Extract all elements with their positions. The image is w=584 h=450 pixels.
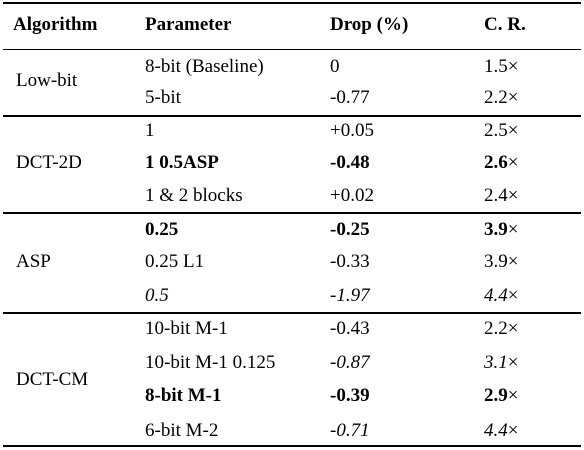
parameter-cell: 8-bit M-1: [145, 385, 222, 406]
parameter-cell: 1 0.5ASP: [145, 152, 219, 173]
parameter-cell: 5-bit: [145, 87, 181, 108]
times-symbol: ×: [507, 352, 519, 373]
cr-value: 3.9: [484, 219, 508, 240]
times-symbol: ×: [507, 385, 519, 406]
cr-cell: 4.4×: [484, 420, 518, 442]
times-symbol: ×: [507, 120, 519, 141]
group-rule-3: [3, 312, 581, 314]
drop-cell: -1.97: [330, 285, 370, 306]
cr-cell: 2.5×: [484, 120, 518, 142]
drop-cell: -0.43: [330, 318, 370, 339]
drop-cell: -0.71: [330, 420, 370, 441]
header-cr: C. R.: [484, 14, 526, 35]
parameter-cell: 0.25 L1: [145, 251, 205, 272]
parameter-cell: 0.5: [145, 285, 169, 306]
drop-cell: 0: [330, 56, 340, 77]
times-symbol: ×: [507, 87, 519, 108]
algorithm-cell: DCT-CM: [16, 369, 89, 390]
group-rule-2: [3, 212, 581, 214]
cr-value: 2.9: [484, 385, 508, 406]
cr-value: 2.6: [484, 152, 508, 173]
cr-value: 3.9: [484, 251, 508, 272]
cr-cell: 2.6×: [484, 152, 518, 174]
times-symbol: ×: [507, 285, 519, 306]
header-algorithm: Algorithm: [13, 14, 98, 35]
top-rule: [3, 2, 581, 4]
parameter-cell: 6-bit M-2: [145, 420, 219, 441]
times-symbol: ×: [507, 152, 519, 173]
times-symbol: ×: [507, 185, 519, 206]
cr-cell: 2.2×: [484, 318, 518, 340]
cr-value: 1.5: [484, 56, 508, 77]
cr-value: 4.4: [484, 285, 508, 306]
times-symbol: ×: [507, 56, 519, 77]
cr-value: 2.5: [484, 120, 508, 141]
times-symbol: ×: [507, 420, 519, 441]
group-rule-1: [3, 115, 581, 117]
cr-cell: 3.9×: [484, 219, 518, 241]
header-drop: Drop (%): [330, 14, 409, 35]
times-symbol: ×: [507, 251, 519, 272]
cr-value: 2.2: [484, 318, 508, 339]
parameter-cell: 0.25: [145, 219, 179, 240]
bottom-rule: [3, 445, 581, 447]
algorithm-cell: Low-bit: [16, 70, 78, 91]
drop-cell: -0.77: [330, 87, 370, 108]
header-rule: [3, 49, 581, 50]
parameter-cell: 10-bit M-1 0.125: [145, 352, 276, 373]
drop-cell: -0.25: [330, 219, 370, 240]
cr-value: 2.2: [484, 87, 508, 108]
parameter-cell: 10-bit M-1: [145, 318, 228, 339]
drop-cell: -0.33: [330, 251, 370, 272]
cr-cell: 2.4×: [484, 185, 518, 207]
drop-cell: -0.39: [330, 385, 370, 406]
cr-cell: 3.1×: [484, 352, 518, 374]
algorithm-cell: ASP: [16, 251, 51, 272]
parameter-cell: 1: [145, 120, 155, 141]
header-parameter: Parameter: [145, 14, 232, 35]
algorithm-cell: DCT-2D: [16, 152, 82, 173]
parameter-cell: 1 & 2 blocks: [145, 185, 243, 206]
cr-cell: 3.9×: [484, 251, 518, 273]
cr-value: 3.1: [484, 352, 508, 373]
cr-cell: 2.2×: [484, 87, 518, 109]
drop-cell: +0.02: [330, 185, 374, 206]
cr-cell: 4.4×: [484, 285, 518, 307]
cr-value: 4.4: [484, 420, 508, 441]
cr-cell: 2.9×: [484, 385, 518, 407]
parameter-cell: 8-bit (Baseline): [145, 56, 264, 77]
drop-cell: +0.05: [330, 120, 374, 141]
cr-value: 2.4: [484, 185, 508, 206]
times-symbol: ×: [507, 318, 519, 339]
drop-cell: -0.87: [330, 352, 370, 373]
drop-cell: -0.48: [330, 152, 370, 173]
times-symbol: ×: [507, 219, 519, 240]
cr-cell: 1.5×: [484, 56, 518, 78]
